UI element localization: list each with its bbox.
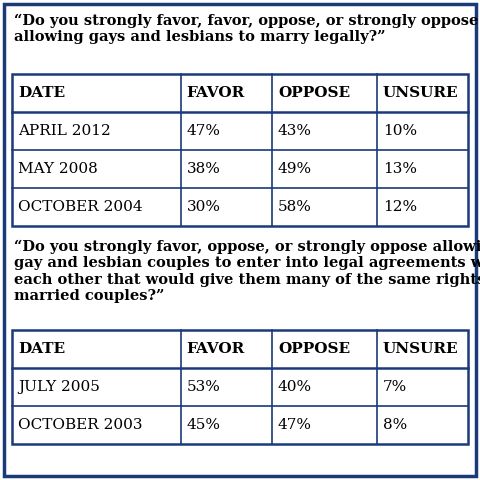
Bar — [12, 74, 468, 226]
Text: 7%: 7% — [383, 380, 407, 394]
Text: 43%: 43% — [278, 124, 312, 138]
Text: 40%: 40% — [278, 380, 312, 394]
Text: DATE: DATE — [18, 86, 65, 100]
Text: 49%: 49% — [278, 162, 312, 176]
Text: OCTOBER 2003: OCTOBER 2003 — [18, 418, 143, 432]
Text: 47%: 47% — [278, 418, 312, 432]
Text: OPPOSE: OPPOSE — [278, 86, 350, 100]
Text: APRIL 2012: APRIL 2012 — [18, 124, 111, 138]
Text: OCTOBER 2004: OCTOBER 2004 — [18, 200, 143, 214]
Text: OPPOSE: OPPOSE — [278, 342, 350, 356]
Text: UNSURE: UNSURE — [383, 86, 458, 100]
Text: 30%: 30% — [187, 200, 221, 214]
Text: 10%: 10% — [383, 124, 417, 138]
Bar — [12, 330, 468, 444]
Text: 58%: 58% — [278, 200, 312, 214]
Text: DATE: DATE — [18, 342, 65, 356]
Text: JULY 2005: JULY 2005 — [18, 380, 100, 394]
Text: FAVOR: FAVOR — [187, 86, 245, 100]
Bar — [12, 330, 468, 444]
Text: MAY 2008: MAY 2008 — [18, 162, 98, 176]
Text: FAVOR: FAVOR — [187, 342, 245, 356]
Text: 8%: 8% — [383, 418, 407, 432]
Text: 12%: 12% — [383, 200, 417, 214]
Text: “Do you strongly favor, oppose, or strongly oppose allowing
gay and lesbian coup: “Do you strongly favor, oppose, or stron… — [14, 240, 480, 303]
Text: 38%: 38% — [187, 162, 221, 176]
Bar — [12, 74, 468, 226]
Text: 53%: 53% — [187, 380, 221, 394]
Text: UNSURE: UNSURE — [383, 342, 458, 356]
Text: 45%: 45% — [187, 418, 221, 432]
Text: 47%: 47% — [187, 124, 221, 138]
Text: 13%: 13% — [383, 162, 417, 176]
Text: “Do you strongly favor, favor, oppose, or strongly oppose
allowing gays and lesb: “Do you strongly favor, favor, oppose, o… — [14, 14, 479, 45]
